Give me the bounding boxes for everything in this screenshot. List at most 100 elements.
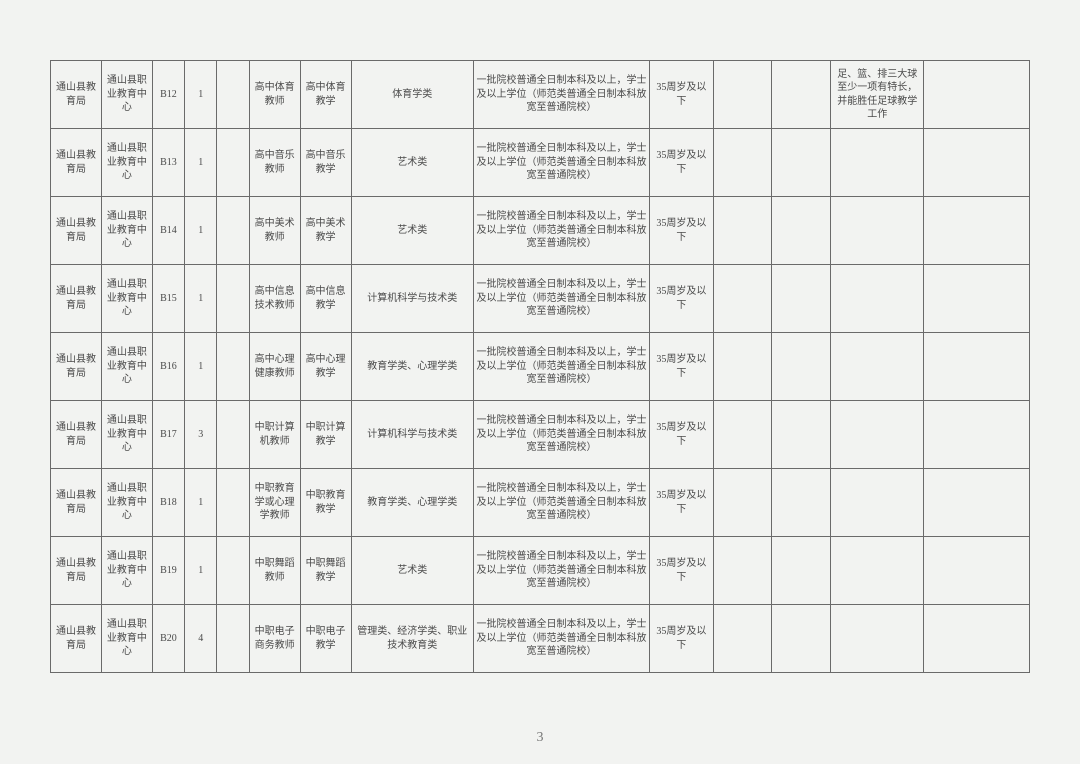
table-cell	[713, 401, 772, 469]
table-cell: 通山县教育局	[51, 469, 102, 537]
table-cell: 中职计算教学	[300, 401, 351, 469]
table-cell: 高中美术教师	[249, 197, 300, 265]
table-cell: 一批院校普通全日制本科及以上，学士及以上学位（师范类普通全日制本科放宽至普通院校…	[473, 333, 649, 401]
table-cell: 高中体育教师	[249, 61, 300, 129]
table-cell: 通山县职业教育中心	[101, 129, 152, 197]
table-cell: 一批院校普通全日制本科及以上，学士及以上学位（师范类普通全日制本科放宽至普通院校…	[473, 605, 649, 673]
table-cell: 计算机科学与技术类	[351, 401, 473, 469]
table-cell: 一批院校普通全日制本科及以上，学士及以上学位（师范类普通全日制本科放宽至普通院校…	[473, 197, 649, 265]
table-cell: 中职教育学或心理学教师	[249, 469, 300, 537]
table-cell: 管理类、经济学类、职业技术教育类	[351, 605, 473, 673]
table-cell	[217, 401, 249, 469]
table-cell: 通山县教育局	[51, 401, 102, 469]
table-cell: 高中信息技术教师	[249, 265, 300, 333]
table-cell	[772, 537, 831, 605]
table-cell: 35周岁及以下	[650, 265, 714, 333]
table-cell: 通山县教育局	[51, 197, 102, 265]
table-cell	[217, 61, 249, 129]
table-cell: 中职计算机教师	[249, 401, 300, 469]
table-cell: 1	[185, 265, 217, 333]
table-cell: 35周岁及以下	[650, 605, 714, 673]
table-cell: 1	[185, 537, 217, 605]
table-cell: 高中音乐教学	[300, 129, 351, 197]
table-cell: 通山县教育局	[51, 605, 102, 673]
table-row: 通山县教育局通山县职业教育中心B181中职教育学或心理学教师中职教育教学教育学类…	[51, 469, 1030, 537]
table-row: 通山县教育局通山县职业教育中心B121高中体育教师高中体育教学体育学类一批院校普…	[51, 61, 1030, 129]
table-cell	[924, 333, 1030, 401]
table-cell	[713, 333, 772, 401]
table-cell: 高中信息教学	[300, 265, 351, 333]
table-cell: 3	[185, 401, 217, 469]
table-cell	[772, 469, 831, 537]
table-cell: 通山县教育局	[51, 61, 102, 129]
table-cell	[713, 605, 772, 673]
table-cell	[831, 197, 924, 265]
table-cell: 1	[185, 129, 217, 197]
table-cell: 35周岁及以下	[650, 401, 714, 469]
table-cell: 35周岁及以下	[650, 469, 714, 537]
table-cell	[831, 333, 924, 401]
table-cell: 1	[185, 197, 217, 265]
table-cell: 1	[185, 469, 217, 537]
table-cell	[772, 197, 831, 265]
table-cell: 通山县职业教育中心	[101, 605, 152, 673]
table-cell: B18	[152, 469, 184, 537]
table-cell: 通山县职业教育中心	[101, 469, 152, 537]
table-cell	[772, 265, 831, 333]
table-cell: 通山县教育局	[51, 129, 102, 197]
table-cell: 中职教育教学	[300, 469, 351, 537]
table-cell: 通山县教育局	[51, 537, 102, 605]
table-cell	[831, 129, 924, 197]
table-cell	[831, 605, 924, 673]
table-cell	[924, 537, 1030, 605]
table-cell: 通山县职业教育中心	[101, 265, 152, 333]
table-cell	[831, 469, 924, 537]
table-cell	[772, 129, 831, 197]
table-cell: 中职电子教学	[300, 605, 351, 673]
table-cell	[772, 61, 831, 129]
table-cell: 通山县教育局	[51, 265, 102, 333]
table-cell	[713, 469, 772, 537]
table-cell: 1	[185, 333, 217, 401]
table-cell: 高中心理教学	[300, 333, 351, 401]
table-cell: 足、篮、排三大球至少一项有特长，并能胜任足球教学工作	[831, 61, 924, 129]
table-cell: B20	[152, 605, 184, 673]
table-cell	[924, 129, 1030, 197]
table-cell: 艺术类	[351, 197, 473, 265]
table-cell	[713, 61, 772, 129]
table-cell: 高中音乐教师	[249, 129, 300, 197]
table-cell: 35周岁及以下	[650, 537, 714, 605]
table-cell	[217, 197, 249, 265]
table-cell: 艺术类	[351, 129, 473, 197]
table-cell: 高中美术教学	[300, 197, 351, 265]
recruitment-table: 通山县教育局通山县职业教育中心B121高中体育教师高中体育教学体育学类一批院校普…	[50, 60, 1030, 673]
table-cell	[713, 197, 772, 265]
table-cell	[217, 265, 249, 333]
table-cell: 中职舞蹈教师	[249, 537, 300, 605]
table-cell: 高中体育教学	[300, 61, 351, 129]
table-cell: B13	[152, 129, 184, 197]
table-cell: 计算机科学与技术类	[351, 265, 473, 333]
table-cell: 通山县职业教育中心	[101, 401, 152, 469]
table-row: 通山县教育局通山县职业教育中心B141 高中美术教师高中美术教学艺术类一批院校普通…	[51, 197, 1030, 265]
table-cell: 一批院校普通全日制本科及以上，学士及以上学位（师范类普通全日制本科放宽至普通院校…	[473, 401, 649, 469]
table-cell: 通山县职业教育中心	[101, 197, 152, 265]
table-cell: 一批院校普通全日制本科及以上，学士及以上学位（师范类普通全日制本科放宽至普通院校…	[473, 537, 649, 605]
table-cell: 一批院校普通全日制本科及以上，学士及以上学位（师范类普通全日制本科放宽至普通院校…	[473, 61, 649, 129]
table-cell	[713, 129, 772, 197]
table-cell	[772, 401, 831, 469]
table-cell: B19	[152, 537, 184, 605]
table-cell	[831, 265, 924, 333]
table-cell	[217, 129, 249, 197]
table-cell: B14	[152, 197, 184, 265]
table-cell: 教育学类、心理学类	[351, 333, 473, 401]
table-cell	[217, 605, 249, 673]
table-cell: 一批院校普通全日制本科及以上，学士及以上学位（师范类普通全日制本科放宽至普通院校…	[473, 469, 649, 537]
table-row: 通山县教育局通山县职业教育中心B161高中心理健康教师高中心理教学教育学类、心理…	[51, 333, 1030, 401]
table-cell: 1	[185, 61, 217, 129]
table-cell: 中职电子商务教师	[249, 605, 300, 673]
table-row: 通山县教育局通山县职业教育中心B191中职舞蹈教师中职舞蹈教学艺术类一批院校普通…	[51, 537, 1030, 605]
table-cell: 一批院校普通全日制本科及以上，学士及以上学位（师范类普通全日制本科放宽至普通院校…	[473, 265, 649, 333]
table-cell	[217, 333, 249, 401]
table-cell: 体育学类	[351, 61, 473, 129]
